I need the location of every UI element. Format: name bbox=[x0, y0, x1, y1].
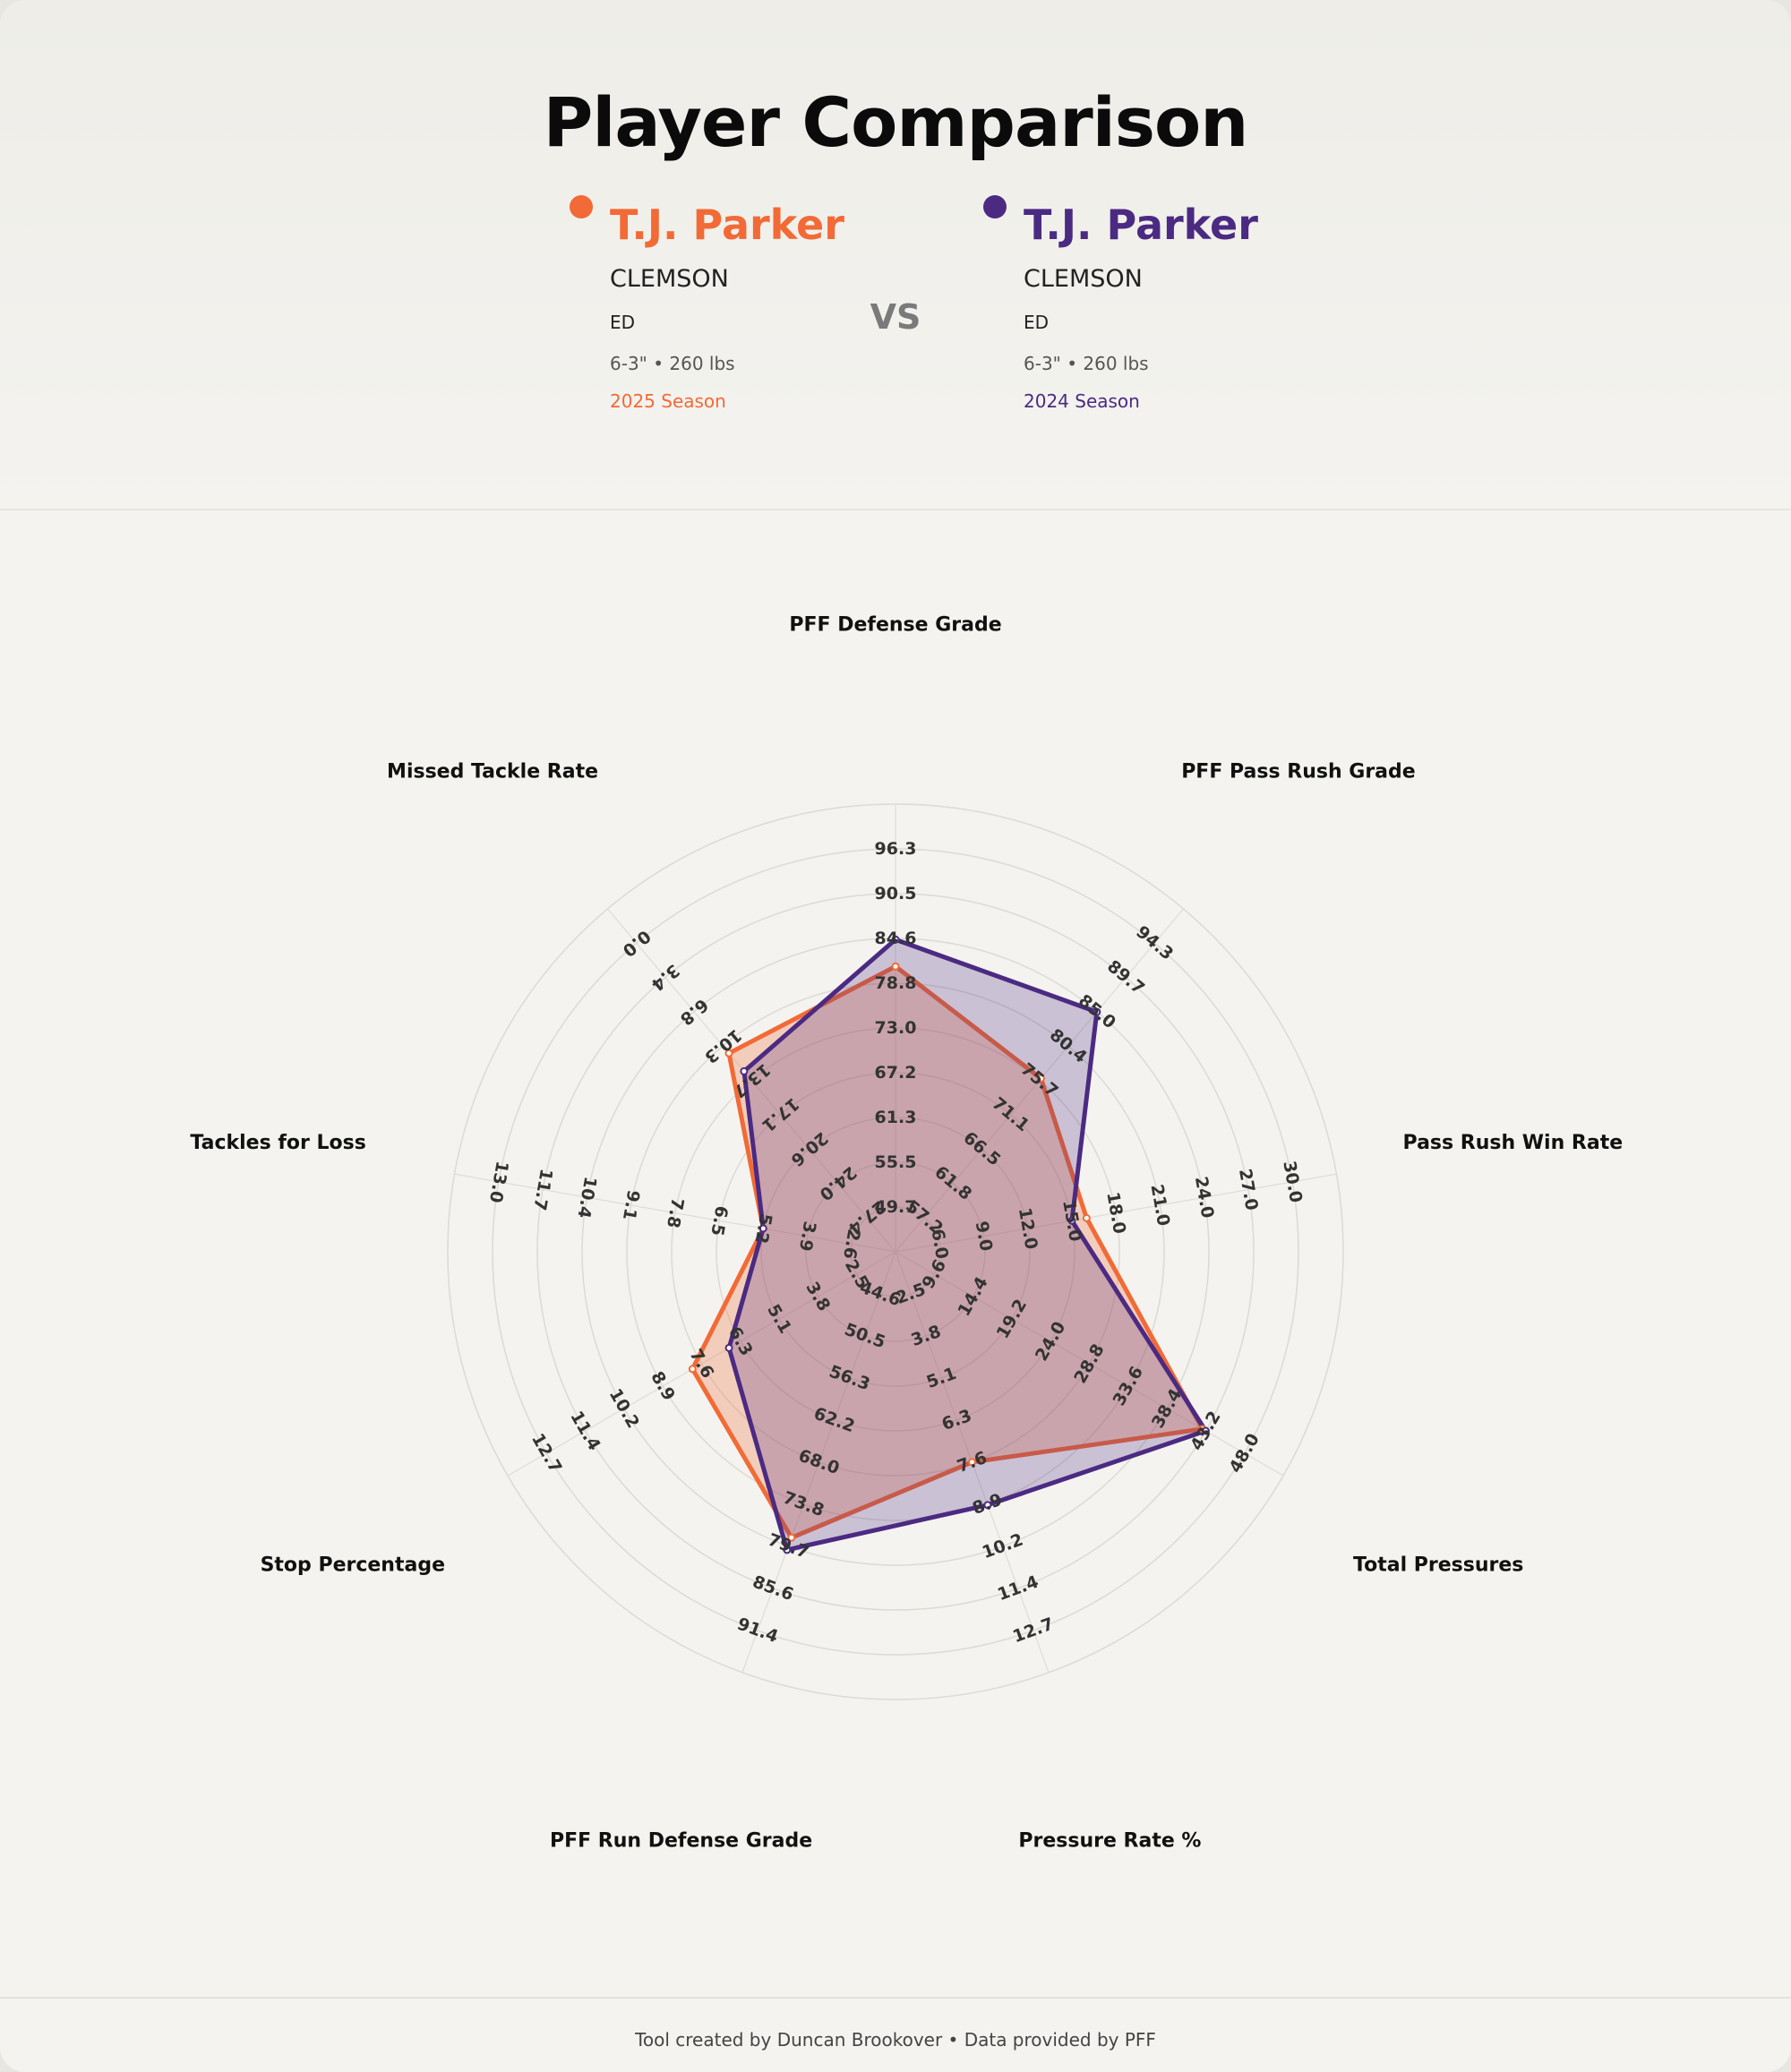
series-2-point bbox=[891, 935, 900, 944]
player-one-name: T.J. Parker bbox=[610, 201, 844, 249]
tick-label: 27.0 bbox=[1235, 1168, 1262, 1212]
tick-label: 6.8 bbox=[676, 995, 712, 1029]
tick-label: 11.4 bbox=[566, 1408, 604, 1454]
tick-label: 10.4 bbox=[573, 1175, 600, 1220]
tick-label: 48.0 bbox=[1225, 1430, 1263, 1477]
series-2-point bbox=[740, 1066, 749, 1075]
tick-label: 55.5 bbox=[875, 1152, 917, 1172]
grid-spoke bbox=[741, 1251, 896, 1674]
axis-label: Pass Rush Win Rate bbox=[1403, 1132, 1624, 1154]
radar-chart-svg: 49.755.561.367.273.078.884.690.596.357.2… bbox=[190, 614, 1624, 1853]
player-one-color-dot bbox=[570, 195, 593, 218]
tick-label: 18.0 bbox=[1102, 1191, 1129, 1236]
header: Player Comparison T.J. Parker CLEMSON ED… bbox=[0, 0, 1791, 510]
player-two-position: ED bbox=[1024, 312, 1050, 333]
series-1-point bbox=[787, 1533, 796, 1542]
grid-spoke bbox=[895, 1251, 1284, 1477]
axis-label: Stop Percentage bbox=[261, 1554, 445, 1577]
player-one-school: CLEMSON bbox=[610, 265, 729, 293]
footer: Tool created by Duncan Brookover • Data … bbox=[0, 1997, 1791, 2072]
tick-label: 61.3 bbox=[875, 1108, 917, 1127]
tick-label: 49.7 bbox=[875, 1197, 917, 1217]
grid-spoke bbox=[607, 908, 896, 1253]
series-1-area bbox=[690, 963, 1205, 1540]
player-two-color-dot bbox=[983, 195, 1007, 218]
footer-credit: Tool created by Duncan Brookover • Data … bbox=[635, 2029, 1156, 2051]
series-2-point bbox=[1093, 1007, 1101, 1016]
player-two-school: CLEMSON bbox=[1024, 265, 1143, 293]
series-2-point bbox=[1201, 1426, 1210, 1435]
tick-label: 24.0 bbox=[1191, 1175, 1218, 1220]
player-two-name: T.J. Parker bbox=[1024, 201, 1258, 249]
tick-label: 6.5 bbox=[707, 1204, 732, 1237]
tick-label: 84.6 bbox=[875, 929, 917, 948]
axis-label: Total Pressures bbox=[1353, 1554, 1523, 1577]
tick-label: 21.0 bbox=[1146, 1183, 1173, 1228]
tick-label: 85.6 bbox=[750, 1572, 796, 1605]
tick-label: 11.7 bbox=[529, 1167, 556, 1212]
series-1-point bbox=[968, 1458, 977, 1467]
axis-label: PFF Pass Rush Grade bbox=[1181, 760, 1416, 783]
series-2-point bbox=[1067, 1216, 1076, 1225]
series-2-point bbox=[724, 1343, 733, 1352]
series-1-point bbox=[1082, 1213, 1091, 1222]
tick-label: 8.9 bbox=[647, 1368, 679, 1404]
player-one-size: 6-3" • 260 lbs bbox=[610, 353, 735, 374]
axis-label: PFF Run Defense Grade bbox=[550, 1829, 812, 1852]
axis-label: PFF Defense Grade bbox=[789, 614, 1001, 637]
series-1-point bbox=[891, 962, 900, 971]
grid-spoke bbox=[507, 1251, 896, 1477]
tick-label: 0.0 bbox=[619, 926, 655, 960]
series-1-point bbox=[724, 1049, 733, 1057]
vs-label: VS bbox=[870, 297, 921, 337]
tick-label: 78.8 bbox=[875, 973, 917, 993]
tick-label: 12.7 bbox=[527, 1430, 565, 1477]
player-one-position: ED bbox=[610, 312, 636, 333]
tick-label: 10.2 bbox=[605, 1385, 643, 1432]
player-two-size: 6-3" • 260 lbs bbox=[1024, 353, 1149, 374]
series-2-point bbox=[783, 1545, 792, 1554]
series-2-area bbox=[726, 937, 1208, 1553]
tick-label: 10.2 bbox=[980, 1530, 1026, 1563]
series-2-point bbox=[983, 1501, 992, 1510]
page-title: Player Comparison bbox=[543, 82, 1249, 162]
series-2-point bbox=[758, 1224, 767, 1233]
grid-spoke bbox=[895, 1173, 1337, 1253]
tick-label: 7.8 bbox=[663, 1196, 688, 1229]
player-two-season: 2024 Season bbox=[1024, 390, 1140, 412]
grid-spoke bbox=[454, 1173, 896, 1253]
axis-label: Pressure Rate % bbox=[1018, 1829, 1201, 1852]
tick-label: 73.0 bbox=[875, 1018, 917, 1038]
tick-label: 96.3 bbox=[875, 839, 917, 859]
radar-chart: 49.7 55.5 61.3 67.2 73.0 78.8 84.6 90.5 96.3 57.2… bbox=[0, 509, 1791, 1997]
series-1-point bbox=[1036, 1074, 1045, 1083]
tick-label: 67.2 bbox=[875, 1063, 917, 1083]
tick-label: 13.0 bbox=[485, 1160, 512, 1204]
series-1-point bbox=[688, 1365, 697, 1374]
tick-label: 9.1 bbox=[619, 1188, 644, 1221]
axis-label: Tackles for Loss bbox=[190, 1132, 365, 1154]
player-one-season: 2025 Season bbox=[610, 390, 726, 412]
tick-label: 3.4 bbox=[647, 960, 683, 994]
tick-label: 91.4 bbox=[734, 1614, 781, 1648]
tick-label: 90.5 bbox=[875, 884, 917, 903]
tick-label: 11.4 bbox=[995, 1572, 1041, 1605]
tick-label: 12.7 bbox=[1010, 1614, 1057, 1648]
axis-label: Missed Tackle Rate bbox=[387, 760, 598, 783]
tick-label: 30.0 bbox=[1279, 1160, 1306, 1204]
tick-label: 5.2 bbox=[751, 1212, 776, 1245]
